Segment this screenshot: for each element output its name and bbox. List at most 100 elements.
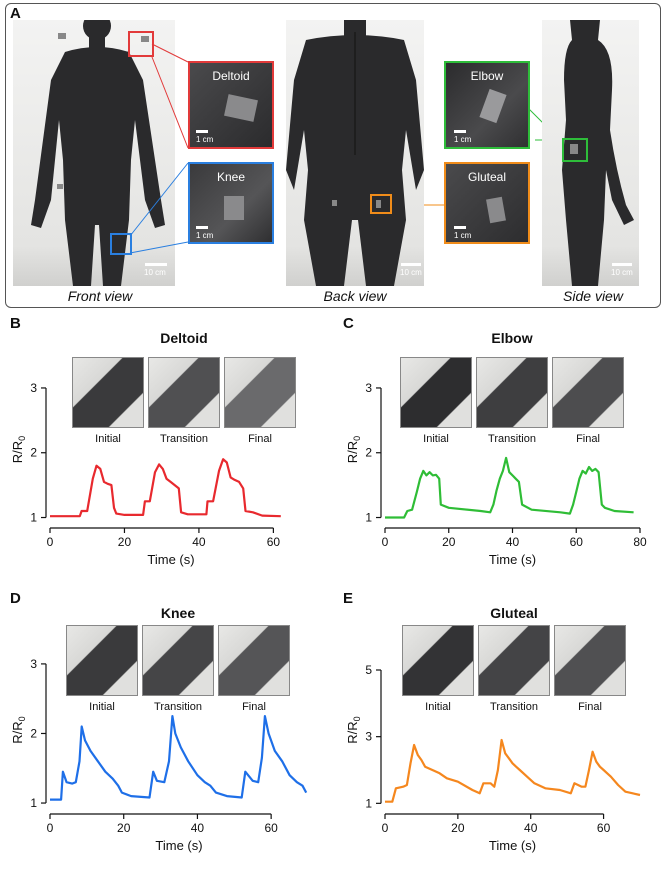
caption-b-final: Final [248,433,272,445]
back-scalebar [401,263,421,266]
x-tick-label-d: 40 [191,821,205,835]
photo-e-initial [402,625,474,696]
series-line-b [50,458,281,518]
knee-inset: Knee 1 cm [188,162,274,244]
panel-label-b: B [10,315,21,332]
elbow-scalebar [454,130,466,133]
panel-label-e: E [343,590,354,607]
panel-label-d: D [10,590,21,607]
caption-c-transition: Transition [488,433,536,445]
x-tick-label-d: 0 [47,821,54,835]
caption-b-initial: Initial [95,433,121,445]
deltoid-scalebar [196,130,208,133]
y-tick-label-c: 2 [365,446,372,460]
y-tick-label-c: 1 [365,511,372,525]
caption-d-transition: Transition [154,701,202,713]
photo-e-transition [478,625,550,696]
series-line-e [385,738,641,803]
deltoid-inset: Deltoid 1 cm [188,61,274,149]
y-tick-label-b: 2 [30,446,37,460]
x-tick-label-e: 0 [382,821,389,835]
caption-e-transition: Transition [490,701,538,713]
y-tick-label-c: 3 [365,381,372,395]
x-tick-label-b: 40 [192,535,206,549]
x-axis-label-b: Time (s) [147,552,194,567]
photo-d-transition [142,625,214,696]
side-scale-label: 10 cm [611,268,633,277]
side-view-figure [562,20,634,286]
x-tick-label-e: 60 [597,821,611,835]
front-view-caption: Front view [67,288,133,304]
x-tick-label-e: 40 [524,821,538,835]
y-tick-label-d: 2 [30,726,37,740]
photo-c-initial [400,357,472,428]
photo-c-transition [476,357,548,428]
x-tick-label-b: 20 [118,535,132,549]
x-tick-label-e: 20 [451,821,465,835]
elbow-inset: Elbow 1 cm [444,61,530,149]
x-tick-label-b: 0 [47,535,54,549]
x-axis-label-e: Time (s) [489,838,536,853]
gluteal-inset: Gluteal 1 cm [444,162,530,244]
x-tick-label-d: 60 [264,821,278,835]
x-tick-label-c: 0 [382,535,389,549]
photo-e-final [554,625,626,696]
elbow-scale-label: 1 cm [454,135,472,144]
y-tick-label-d: 1 [30,796,37,810]
gluteal-marker [370,194,392,214]
gluteal-scale-label: 1 cm [454,231,472,240]
elbow-sensor [479,88,507,124]
y-axis-label-d: R/R0 [10,716,27,743]
photo-b-initial [72,357,144,428]
chart-title-b: Deltoid [160,330,208,346]
side-view-caption: Side view [563,288,623,304]
y-axis-label-e: R/R0 [345,716,362,743]
chart-title-d: Knee [160,605,196,621]
knee-sensor [224,196,244,220]
back-view-photo [286,20,424,286]
caption-c-final: Final [576,433,600,445]
x-tick-label-c: 80 [633,535,647,549]
caption-b-transition: Transition [160,433,208,445]
y-tick-label-b: 3 [30,381,37,395]
x-axis-label-d: Time (s) [155,838,202,853]
back-view-figure [286,20,424,286]
x-axis-label-c: Time (s) [489,552,536,567]
knee-marker [110,233,132,255]
photo-d-final [218,625,290,696]
chart-title-e: Gluteal [490,605,538,621]
panel-label-c: C [343,315,354,332]
front-scalebar [145,263,167,266]
front-view-photo [13,20,175,286]
y-axis-label-b: R/R0 [10,436,27,463]
x-tick-label-b: 60 [267,535,281,549]
caption-e-initial: Initial [425,701,451,713]
y-tick-label-e: 5 [365,663,372,677]
gluteal-inset-label: Gluteal [467,170,507,184]
x-tick-label-d: 20 [117,821,131,835]
panel-a-frame [5,3,661,308]
gluteal-scalebar [454,226,466,229]
elbow-inset-label: Elbow [470,69,504,83]
side-scalebar [612,263,632,266]
y-tick-label-e: 3 [365,730,372,744]
front-scale-label: 10 cm [144,268,166,277]
photo-c-final [552,357,624,428]
series-line-c [385,456,634,519]
caption-d-final: Final [242,701,266,713]
chart-title-c: Elbow [491,330,533,346]
back-view-caption: Back view [323,288,387,304]
x-tick-label-c: 40 [506,535,520,549]
caption-d-initial: Initial [89,701,115,713]
deltoid-sensor [224,94,258,122]
front-view-figure [31,20,165,286]
knee-inset-label: Knee [216,170,246,184]
caption-e-final: Final [578,701,602,713]
side-view-photo [542,20,639,286]
back-scale-label: 10 cm [400,268,422,277]
deltoid-inset-label: Deltoid [212,69,250,83]
x-tick-label-c: 60 [570,535,584,549]
photo-b-final [224,357,296,428]
caption-c-initial: Initial [423,433,449,445]
y-tick-label-d: 3 [30,657,37,671]
